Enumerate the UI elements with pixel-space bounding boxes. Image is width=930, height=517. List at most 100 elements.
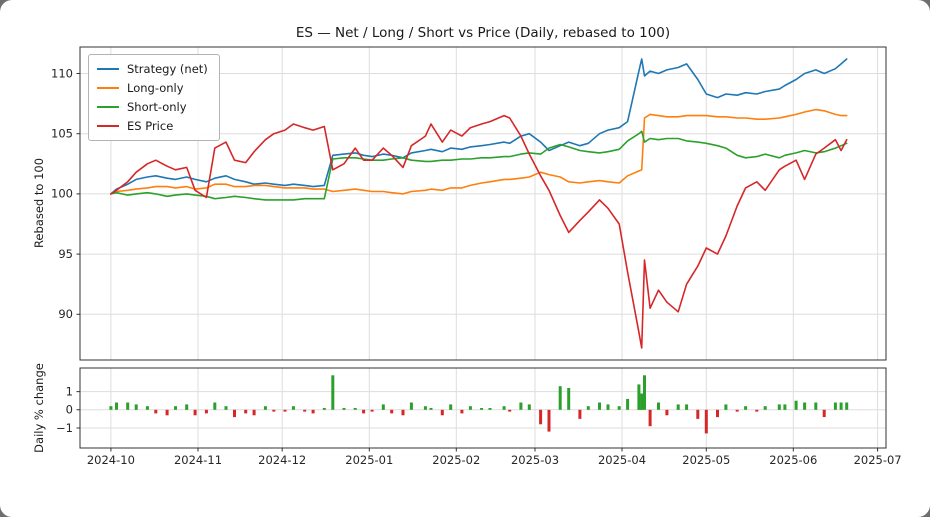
- daily-change-bar: [362, 409, 366, 414]
- series-line-long-only: [110, 108, 848, 195]
- x-tick-label: 2025-02: [432, 453, 480, 467]
- daily-change-bar: [291, 406, 295, 410]
- daily-change-bar: [637, 384, 641, 410]
- y-axis-label-top: Rebased to 100: [32, 157, 46, 249]
- daily-change-bar: [126, 402, 130, 410]
- y-tick-label: 95: [58, 247, 73, 261]
- x-tick-label: 2025-06: [769, 453, 817, 467]
- daily-change-bar: [783, 404, 787, 410]
- daily-change-bar: [643, 375, 646, 410]
- daily-change-bar: [547, 409, 551, 432]
- daily-change-bar: [272, 409, 276, 412]
- daily-change-bar: [598, 402, 601, 410]
- x-tick-label: 2024-12: [258, 453, 306, 467]
- daily-change-bar: [845, 402, 849, 410]
- daily-change-bar: [390, 409, 394, 414]
- daily-change-bar: [283, 409, 287, 412]
- legend-item-strategy-net: Strategy (net): [97, 62, 208, 76]
- daily-change-bar: [508, 409, 512, 412]
- y-tick-label: 105: [51, 127, 73, 141]
- daily-change-bar: [331, 375, 335, 410]
- daily-change-bar: [735, 409, 739, 412]
- legend-item-long-only: Long-only: [97, 81, 208, 95]
- daily-change-bar: [174, 406, 177, 410]
- x-tick-label: 2025-07: [854, 453, 902, 467]
- legend-swatch-long-only: [97, 86, 119, 90]
- panel-border: [79, 46, 887, 361]
- daily-change-bar: [665, 409, 669, 416]
- daily-change-bar: [303, 409, 307, 412]
- daily-change-bar: [539, 409, 543, 425]
- x-tick-label: 2024-10: [87, 453, 135, 467]
- daily-change-bar: [429, 408, 433, 410]
- daily-change-bar: [716, 409, 719, 418]
- daily-change-bar: [777, 404, 781, 410]
- daily-change-bar: [822, 409, 826, 418]
- daily-change-bar: [401, 409, 405, 416]
- daily-change-bar: [145, 406, 149, 410]
- y-axis-label-bottom: Daily % change: [32, 363, 46, 453]
- daily-change-bar: [423, 406, 427, 410]
- daily-change-bar: [480, 408, 484, 410]
- daily-change-bar: [115, 402, 118, 410]
- daily-change-bar: [755, 409, 759, 412]
- daily-change-bar: [794, 400, 798, 410]
- daily-change-bar: [409, 402, 413, 410]
- daily-change-bar: [311, 409, 315, 414]
- legend-swatch-strategy-net: [97, 67, 119, 71]
- daily-change-bar: [322, 408, 326, 410]
- daily-change-bar: [833, 402, 837, 410]
- daily-change-bar: [578, 409, 582, 419]
- daily-change-bar: [626, 398, 630, 410]
- daily-change-bar: [224, 406, 228, 410]
- series-line-es-price: [110, 114, 848, 349]
- legend-swatch-short-only: [97, 105, 119, 109]
- daily-change-bar: [606, 404, 610, 410]
- legend-label-long-only: Long-only: [127, 81, 184, 95]
- daily-change-bar: [567, 388, 571, 410]
- daily-change-bar: [252, 409, 256, 416]
- daily-change-bar: [193, 409, 197, 416]
- legend-item-short-only: Short-only: [97, 100, 208, 114]
- daily-change-bar: [704, 409, 708, 434]
- daily-change-bar: [685, 404, 689, 410]
- daily-change-bar: [233, 409, 236, 418]
- daily-change-bar: [134, 404, 138, 410]
- x-tick-label: 2025-03: [511, 453, 559, 467]
- daily-change-bar: [502, 406, 506, 410]
- chart-title: ES — Net / Long / Short vs Price (Daily,…: [295, 25, 671, 41]
- daily-change-bar: [527, 404, 531, 410]
- chart-legend: Strategy (net) Long-only Short-only ES P…: [88, 54, 220, 141]
- daily-change-bar: [648, 409, 652, 427]
- daily-change-bar: [676, 404, 680, 410]
- daily-change-bar: [586, 406, 590, 410]
- daily-change-bar: [657, 402, 660, 410]
- x-tick-label: 2025-04: [598, 453, 646, 467]
- daily-change-bar: [109, 406, 113, 410]
- daily-change-bar: [244, 409, 248, 414]
- legend-item-es-price: ES Price: [97, 119, 208, 133]
- daily-change-bar: [213, 402, 217, 410]
- y-tick-label: 0: [66, 403, 73, 417]
- daily-change-bar: [558, 386, 562, 410]
- daily-change-bar: [449, 404, 453, 410]
- daily-change-bar: [460, 409, 464, 414]
- series-line-strategy-net: [110, 58, 848, 195]
- y-tick-label: 100: [51, 187, 73, 201]
- daily-change-bar: [519, 402, 523, 410]
- daily-change-bar: [744, 406, 748, 410]
- daily-change-bar: [185, 404, 189, 410]
- series-line-short-only: [110, 130, 848, 201]
- y-tick-label: 90: [58, 307, 73, 321]
- daily-change-bar: [468, 406, 472, 410]
- legend-label-es-price: ES Price: [127, 119, 174, 133]
- daily-change-bar: [488, 408, 492, 410]
- daily-change-bar: [724, 404, 728, 410]
- daily-change-bar: [263, 406, 267, 410]
- daily-change-bar: [696, 409, 700, 419]
- daily-change-bar: [353, 408, 357, 410]
- x-tick-label: 2025-01: [345, 453, 393, 467]
- legend-label-strategy-net: Strategy (net): [127, 62, 208, 76]
- x-tick-label: 2024-11: [174, 453, 222, 467]
- y-tick-label: −1: [56, 421, 73, 435]
